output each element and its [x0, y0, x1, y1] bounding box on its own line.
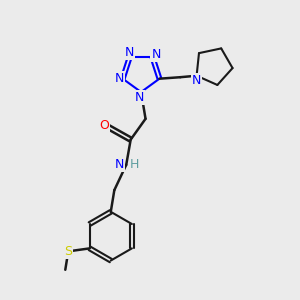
Text: N: N	[115, 72, 124, 85]
Text: S: S	[64, 245, 72, 258]
Text: H: H	[130, 158, 139, 171]
Text: N: N	[151, 48, 161, 61]
Text: O: O	[100, 119, 110, 132]
Text: N: N	[192, 74, 201, 87]
Text: N: N	[115, 158, 124, 171]
Text: N: N	[125, 46, 134, 59]
Text: N: N	[135, 91, 144, 104]
